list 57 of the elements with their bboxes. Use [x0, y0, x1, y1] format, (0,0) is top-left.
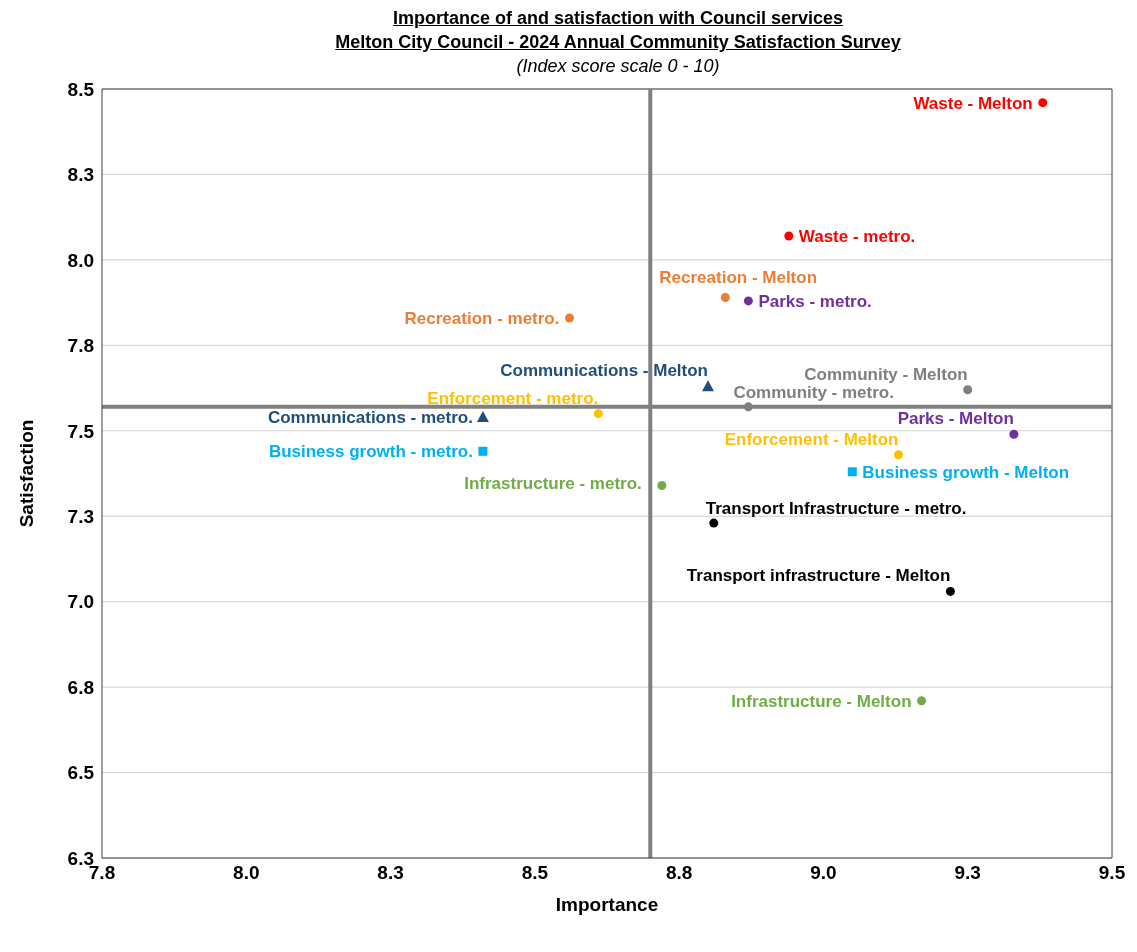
point — [847, 467, 857, 477]
series-label: Communications - Melton — [500, 361, 708, 381]
x-tick-label: 8.8 — [665, 862, 693, 884]
series-label: Transport infrastructure - Melton — [686, 566, 951, 586]
x-tick-label: 8.5 — [521, 862, 549, 884]
series-label: Parks - metro. — [758, 291, 872, 311]
point — [478, 446, 488, 456]
y-tick-label: 8.3 — [67, 164, 94, 186]
chart-title: Importance of and satisfaction with Council services — [391, 8, 845, 29]
point — [702, 380, 714, 392]
point — [720, 292, 730, 302]
series-label: Recreation - Melton — [659, 268, 818, 288]
point — [1009, 429, 1019, 439]
y-tick-label: 8.5 — [67, 78, 95, 100]
y-tick-label: 7.3 — [67, 505, 94, 527]
point — [593, 409, 603, 419]
text: (Index score scale 0 - 10) — [515, 56, 721, 77]
point — [709, 518, 719, 528]
point — [917, 696, 927, 706]
chart-subtitle: Melton City Council - 2024 Annual Community Satisfaction Survey — [334, 32, 902, 53]
point — [963, 385, 973, 395]
point — [945, 586, 955, 596]
point — [743, 296, 753, 306]
series-label: Transport Infrastructure - metro. — [705, 499, 967, 519]
y-tick-label: 6.5 — [67, 762, 95, 784]
series-label: Recreation - metro. — [404, 308, 560, 328]
x-tick-label: 8.3 — [377, 862, 404, 884]
y-tick-label: 7.0 — [67, 591, 94, 613]
x-tick-label: 8.0 — [233, 862, 260, 884]
series-label: Business growth - metro. — [268, 442, 473, 462]
y-axis-title: Satisfaction — [15, 419, 37, 528]
series-label: Infrastructure - Melton — [731, 691, 912, 711]
series-label: Waste - Melton — [913, 93, 1033, 113]
series-label: Enforcement - Melton — [724, 429, 899, 449]
series-label: Parks - Melton — [897, 409, 1014, 429]
series-label: Communications - metro. — [267, 408, 473, 428]
series-label: Community - metro. — [733, 382, 894, 402]
x-tick-label: 9.3 — [954, 862, 981, 884]
point — [564, 313, 574, 323]
point — [893, 450, 903, 460]
point — [476, 411, 489, 423]
point — [784, 231, 794, 241]
x-axis-title: Importance — [555, 894, 659, 915]
point — [657, 480, 667, 490]
y-tick-label: 7.8 — [67, 335, 94, 357]
x-tick-label: 9.0 — [810, 862, 837, 884]
y-tick-label: 6.8 — [67, 676, 94, 698]
y-tick-label: 7.5 — [67, 420, 95, 442]
point — [1038, 98, 1048, 108]
series-label: Waste - metro. — [798, 226, 916, 246]
series-label: Infrastructure - metro. — [464, 474, 642, 494]
point — [743, 402, 753, 412]
series-label: Community - Melton — [804, 364, 968, 384]
x-tick-label: 9.5 — [1098, 862, 1126, 884]
y-tick-label: 8.0 — [67, 249, 94, 271]
series-label: Enforcement - metro. — [427, 388, 599, 408]
series-label: Business growth - Melton — [862, 462, 1070, 482]
